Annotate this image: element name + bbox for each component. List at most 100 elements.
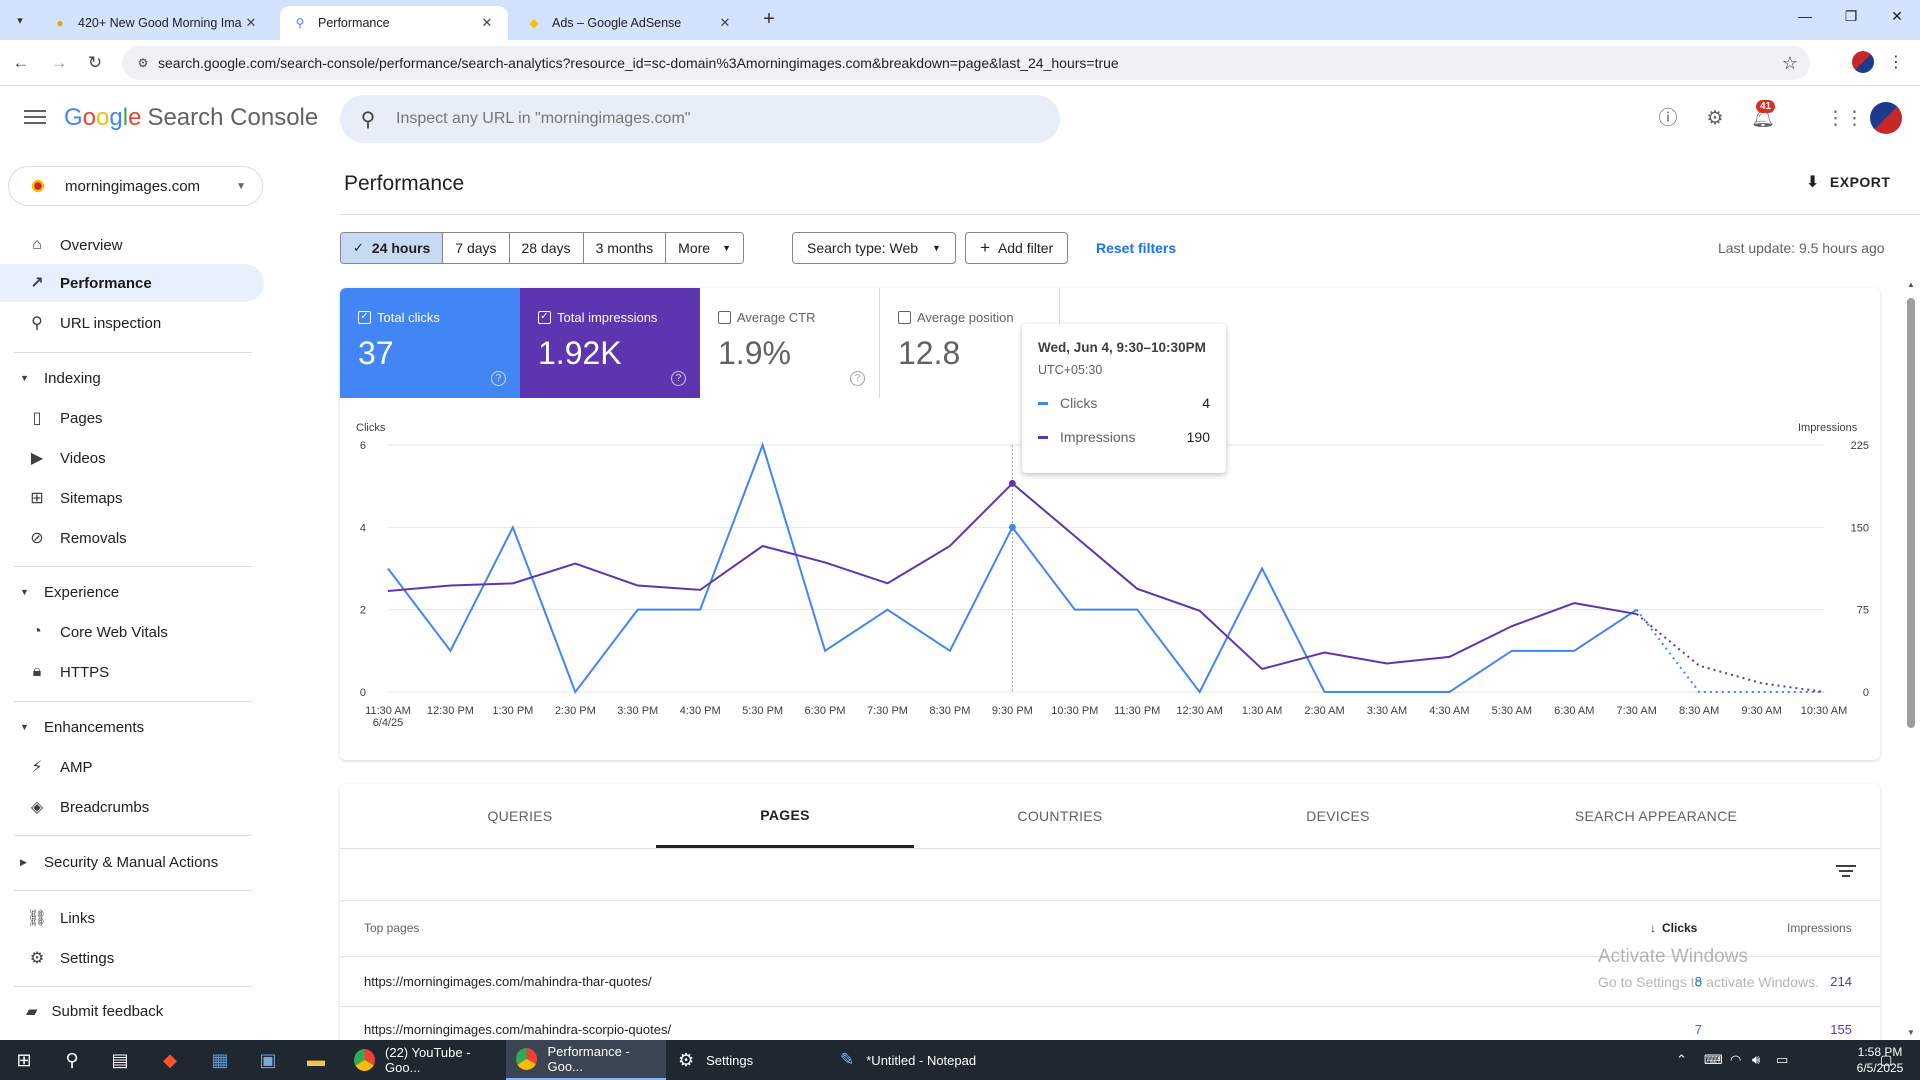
range-more-dropdown[interactable]: More ▼: [666, 233, 743, 263]
volume-icon[interactable]: 🔊︎: [1752, 1052, 1761, 1067]
sidebar-item-breadcrumbs[interactable]: ◈ Breadcrumbs: [0, 788, 264, 826]
browser-menu-icon[interactable]: ⋮: [1888, 54, 1904, 71]
restore-icon[interactable]: ❐: [1844, 8, 1858, 24]
export-button[interactable]: ⬇ EXPORT: [1806, 174, 1891, 191]
url-text[interactable]: search.google.com/search-console/perform…: [158, 55, 1119, 71]
users-settings-icon[interactable]: ⚙: [1706, 108, 1724, 129]
sidebar-item-settings[interactable]: ⚙ Settings: [0, 939, 264, 977]
page-scrollbar[interactable]: ▲ ▼: [1906, 280, 1916, 1040]
reload-icon[interactable]: ↻: [87, 53, 103, 72]
system-clock[interactable]: 1:58 PM 6/5/2025: [1856, 1045, 1904, 1075]
url-inspect-input[interactable]: [396, 110, 996, 128]
checkbox-checked-icon[interactable]: ✓: [358, 311, 371, 324]
sidebar-section-indexing[interactable]: ▼ Indexing: [20, 369, 101, 387]
tab-pages[interactable]: PAGES: [656, 784, 914, 848]
tab-search-chevron-icon[interactable]: ▾: [17, 14, 23, 27]
column-header-clicks[interactable]: ↓ Clicks: [1650, 921, 1698, 935]
task-view-icon[interactable]: ▤: [111, 1049, 129, 1070]
url-inspect-search[interactable]: ⚲: [340, 95, 1060, 143]
taskbar-app-youtube[interactable]: (22) YouTube - Goo...: [344, 1040, 504, 1080]
close-icon[interactable]: ✕: [481, 15, 493, 30]
taskbar-app-notepad[interactable]: ✎ *Untitled - Notepad: [840, 1050, 977, 1069]
sidebar-item-sitemaps[interactable]: ⊞ Sitemaps: [0, 479, 264, 517]
account-avatar[interactable]: [1870, 102, 1902, 134]
range-3-months[interactable]: 3 months: [583, 233, 667, 263]
taskbar-app-settings[interactable]: ⚙ Settings: [678, 1049, 754, 1070]
performance-line-chart[interactable]: 0 0 2 75 4 150 6 225 11:30 AM 12:30 PM 1:30 PM 2:30…: [340, 410, 1880, 740]
sidebar-item-https[interactable]: 🔒︎ HTTPS: [0, 653, 264, 691]
windows-start-icon[interactable]: ⊞: [16, 1049, 32, 1070]
forward-icon[interactable]: →: [50, 53, 68, 72]
range-28-days[interactable]: 28 days: [509, 233, 584, 263]
browser-profile-avatar[interactable]: [1852, 51, 1874, 73]
search-icon[interactable]: ⚲: [65, 1049, 79, 1070]
add-filter-button[interactable]: + Add filter: [965, 232, 1069, 264]
notifications-bell-icon[interactable]: 🔔︎: [1750, 108, 1776, 129]
checkbox-unchecked-icon[interactable]: [718, 311, 731, 324]
calculator-icon[interactable]: ▦: [211, 1049, 229, 1070]
keyboard-icon[interactable]: ▭: [1776, 1052, 1789, 1067]
table-row-page-url[interactable]: https://morningimages.com/mahindra-scorp…: [364, 1022, 672, 1037]
search-type-filter[interactable]: Search type: Web ▼: [792, 232, 956, 264]
sidebar-section-experience[interactable]: ▼ Experience: [20, 583, 120, 601]
tab-search-appearance[interactable]: SEARCH APPEARANCE: [1574, 808, 1738, 824]
app-window-icon[interactable]: ▣: [259, 1049, 277, 1070]
submit-feedback-link[interactable]: ▰ Submit feedback: [26, 1002, 164, 1021]
metric-total-impressions[interactable]: ✓ Total impressions 1.92K ?: [520, 288, 700, 398]
sidebar-item-performance[interactable]: ↗ Performance: [0, 264, 264, 302]
close-icon[interactable]: ✕: [245, 15, 257, 30]
sidebar-item-core-web-vitals[interactable]: ◔ Core Web Vitals: [0, 613, 264, 651]
filter-rows-icon[interactable]: [1836, 862, 1856, 880]
new-tab-button[interactable]: +: [763, 8, 775, 30]
tab-countries[interactable]: COUNTRIES: [1017, 808, 1103, 824]
network-icon[interactable]: ◠: [1730, 1052, 1742, 1067]
notifications-icon[interactable]: ▢: [1880, 1052, 1893, 1067]
scroll-up-icon[interactable]: ▲: [1907, 280, 1915, 289]
sidebar-item-overview[interactable]: ⌂ Overview: [0, 226, 264, 264]
help-icon[interactable]: ?: [850, 371, 865, 386]
browser-tab-morningimages[interactable]: ● 420+ New Good Morning Imag ✕: [40, 6, 272, 40]
sidebar-section-security[interactable]: ▶ Security & Manual Actions: [20, 853, 219, 871]
sidebar-item-removals[interactable]: ⊘ Removals: [0, 519, 264, 557]
range-24-hours[interactable]: ✓ 24 hours: [341, 233, 444, 263]
hamburger-menu-icon[interactable]: [24, 106, 46, 128]
input-indicator-icon[interactable]: ⌨: [1704, 1052, 1723, 1067]
reset-filters-link[interactable]: Reset filters: [1096, 240, 1177, 256]
apps-grid-icon[interactable]: ⋮⋮: [1826, 108, 1864, 129]
browser-tab-adsense[interactable]: ◆ Ads – Google AdSense ✕: [514, 6, 746, 40]
range-7-days[interactable]: 7 days: [443, 233, 510, 263]
sidebar-item-videos[interactable]: ▶ Videos: [0, 439, 264, 477]
metric-average-position[interactable]: Average position 12.8: [880, 288, 1060, 398]
browser-tab-performance[interactable]: ⚲ Performance ✕: [280, 6, 508, 40]
omnibox[interactable]: ⚙ search.google.com/search-console/perfo…: [122, 46, 1810, 80]
brave-browser-icon[interactable]: ◆: [163, 1049, 177, 1070]
bookmark-star-icon[interactable]: ☆: [1781, 52, 1798, 73]
help-icon[interactable]: ?: [491, 371, 506, 386]
checkbox-checked-icon[interactable]: ✓: [538, 311, 551, 324]
window-close-icon[interactable]: ✕: [1891, 8, 1903, 24]
help-icon[interactable]: ⓘ: [1658, 108, 1678, 129]
taskbar-app-performance[interactable]: Performance - Goo...: [506, 1040, 666, 1080]
sidebar-item-pages[interactable]: ▯ Pages: [0, 399, 264, 437]
help-icon[interactable]: ?: [671, 371, 686, 386]
search-console-logo[interactable]: Google Search Console: [64, 104, 319, 131]
sidebar-item-url-inspection[interactable]: ⚲ URL inspection: [0, 304, 264, 342]
tab-queries[interactable]: QUERIES: [487, 808, 553, 824]
tab-devices[interactable]: DEVICES: [1306, 808, 1370, 824]
scrollbar-thumb[interactable]: [1907, 298, 1915, 728]
property-selector[interactable]: morningimages.com ▼: [8, 166, 263, 206]
file-explorer-icon[interactable]: ▬: [307, 1049, 325, 1070]
back-icon[interactable]: ←: [12, 53, 30, 72]
sidebar-item-links[interactable]: ⛓ Links: [26, 909, 96, 928]
close-icon[interactable]: ✕: [719, 15, 731, 30]
site-info-icon[interactable]: ⚙: [137, 56, 149, 70]
minimize-icon[interactable]: —: [1798, 8, 1812, 24]
checkbox-unchecked-icon[interactable]: [898, 311, 911, 324]
metric-average-ctr[interactable]: Average CTR 1.9% ?: [700, 288, 880, 398]
metric-total-clicks[interactable]: ✓ Total clicks 37 ?: [340, 288, 520, 398]
sidebar-section-enhancements[interactable]: ▼ Enhancements: [20, 718, 145, 736]
column-header-impressions[interactable]: Impressions: [1787, 921, 1852, 935]
show-hidden-icons-chevron-icon[interactable]: ⌃: [1676, 1052, 1687, 1067]
scroll-down-icon[interactable]: ▼: [1907, 1028, 1915, 1037]
table-row-page-url[interactable]: https://morningimages.com/mahindra-thar-…: [364, 974, 652, 989]
